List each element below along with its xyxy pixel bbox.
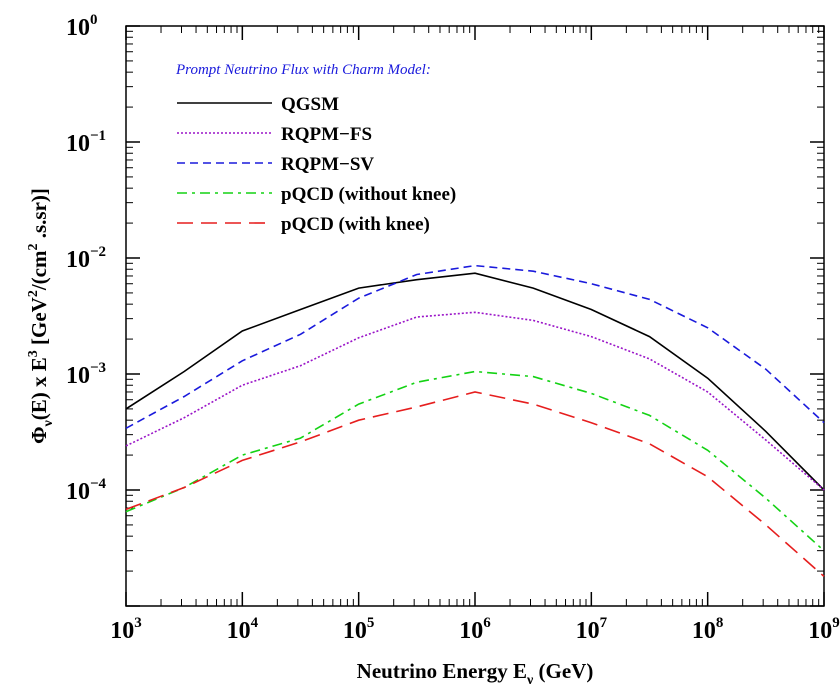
y-axis-part2: [GeV (27, 297, 51, 350)
y-axis-part1: (E) x E (27, 357, 51, 420)
x-tick-base: 10 (808, 618, 832, 644)
series-line-5 (125, 391, 825, 577)
y-axis-title: Φν(E) x E3 [GeV2/(cm2 .s.sr)] (26, 188, 56, 444)
y-tick-label: 10−2 (66, 244, 106, 273)
x-tick-label: 105 (343, 615, 375, 644)
y-axis-sup3: 3 (26, 350, 41, 357)
legend-label: RQPM−FS (281, 124, 372, 145)
y-tick-exp: −2 (90, 244, 106, 260)
x-tick-base: 10 (110, 618, 134, 644)
x-tick-base: 10 (227, 618, 251, 644)
x-tick-label: 103 (110, 615, 142, 644)
y-axis-part4: .s.sr)] (27, 188, 51, 243)
y-tick-exp: 0 (90, 12, 98, 28)
y-axis-phi-sub: ν (41, 419, 56, 427)
y-tick-exp: −3 (90, 360, 106, 376)
x-axis-title: Neutrino Energy Eν (GeV) (357, 659, 594, 687)
y-tick-exp: −4 (90, 476, 107, 492)
x-axis-title-tail: (GeV) (533, 659, 593, 683)
y-tick-base: 10 (66, 363, 90, 389)
y-tick-base: 10 (66, 479, 90, 505)
legend-label: pQCD (with knee) (281, 214, 430, 235)
series-line-2 (125, 311, 825, 491)
y-tick-label: 100 (66, 12, 98, 41)
minor-ticks (126, 26, 824, 606)
y-tick-label: 10−3 (66, 360, 106, 389)
legend-entries: QGSM RQPM−FS RQPM−SV pQCD (without knee) pQC… (177, 94, 456, 235)
x-tick-label: 104 (227, 615, 259, 644)
plot-frame (125, 25, 825, 607)
y-tick-base: 10 (66, 131, 90, 157)
x-tick-label: 107 (576, 615, 608, 644)
y-tick-exp: −1 (90, 128, 106, 144)
x-tick-exp: 4 (251, 615, 259, 631)
series-line-1 (125, 272, 825, 491)
legend-label: pQCD (without knee) (281, 184, 456, 205)
series-lines (125, 264, 825, 577)
x-tick-exp: 6 (483, 615, 491, 631)
x-tick-base: 10 (343, 618, 367, 644)
x-axis-title-main: Neutrino Energy E (357, 659, 527, 683)
series-line-4 (125, 370, 825, 552)
legend-label: RQPM−SV (281, 154, 374, 175)
y-tick-label: 10−4 (66, 476, 107, 505)
y-tick-base: 10 (66, 15, 90, 41)
x-tick-base: 10 (459, 618, 483, 644)
major-ticks (125, 25, 825, 607)
x-tick-labels: 103 104 105 106 107 108 109 (110, 615, 840, 644)
series-line-3 (125, 264, 825, 430)
x-tick-base: 10 (576, 618, 600, 644)
x-tick-exp: 7 (600, 615, 608, 631)
y-axis-sup2a: 2 (26, 290, 41, 297)
x-tick-exp: 8 (716, 615, 724, 631)
y-axis-sup2b: 2 (26, 243, 41, 250)
x-tick-exp: 5 (367, 615, 375, 631)
legend-label: QGSM (281, 94, 339, 115)
x-tick-base: 10 (692, 618, 716, 644)
legend: Prompt Neutrino Flux with Charm Model: Q… (175, 62, 456, 235)
x-tick-label: 108 (692, 615, 724, 644)
y-tick-base: 10 (66, 247, 90, 273)
x-tick-label: 106 (459, 615, 491, 644)
legend-title: Prompt Neutrino Flux with Charm Model: (175, 62, 431, 78)
x-tick-exp: 3 (134, 615, 142, 631)
x-axis-title-sub: ν (526, 673, 534, 687)
x-tick-label: 109 (808, 615, 840, 644)
y-tick-label: 10−1 (66, 128, 106, 157)
x-tick-exp: 9 (832, 615, 840, 631)
y-axis-part3: /(cm (27, 250, 51, 291)
y-axis-phi: Φ (27, 426, 51, 443)
